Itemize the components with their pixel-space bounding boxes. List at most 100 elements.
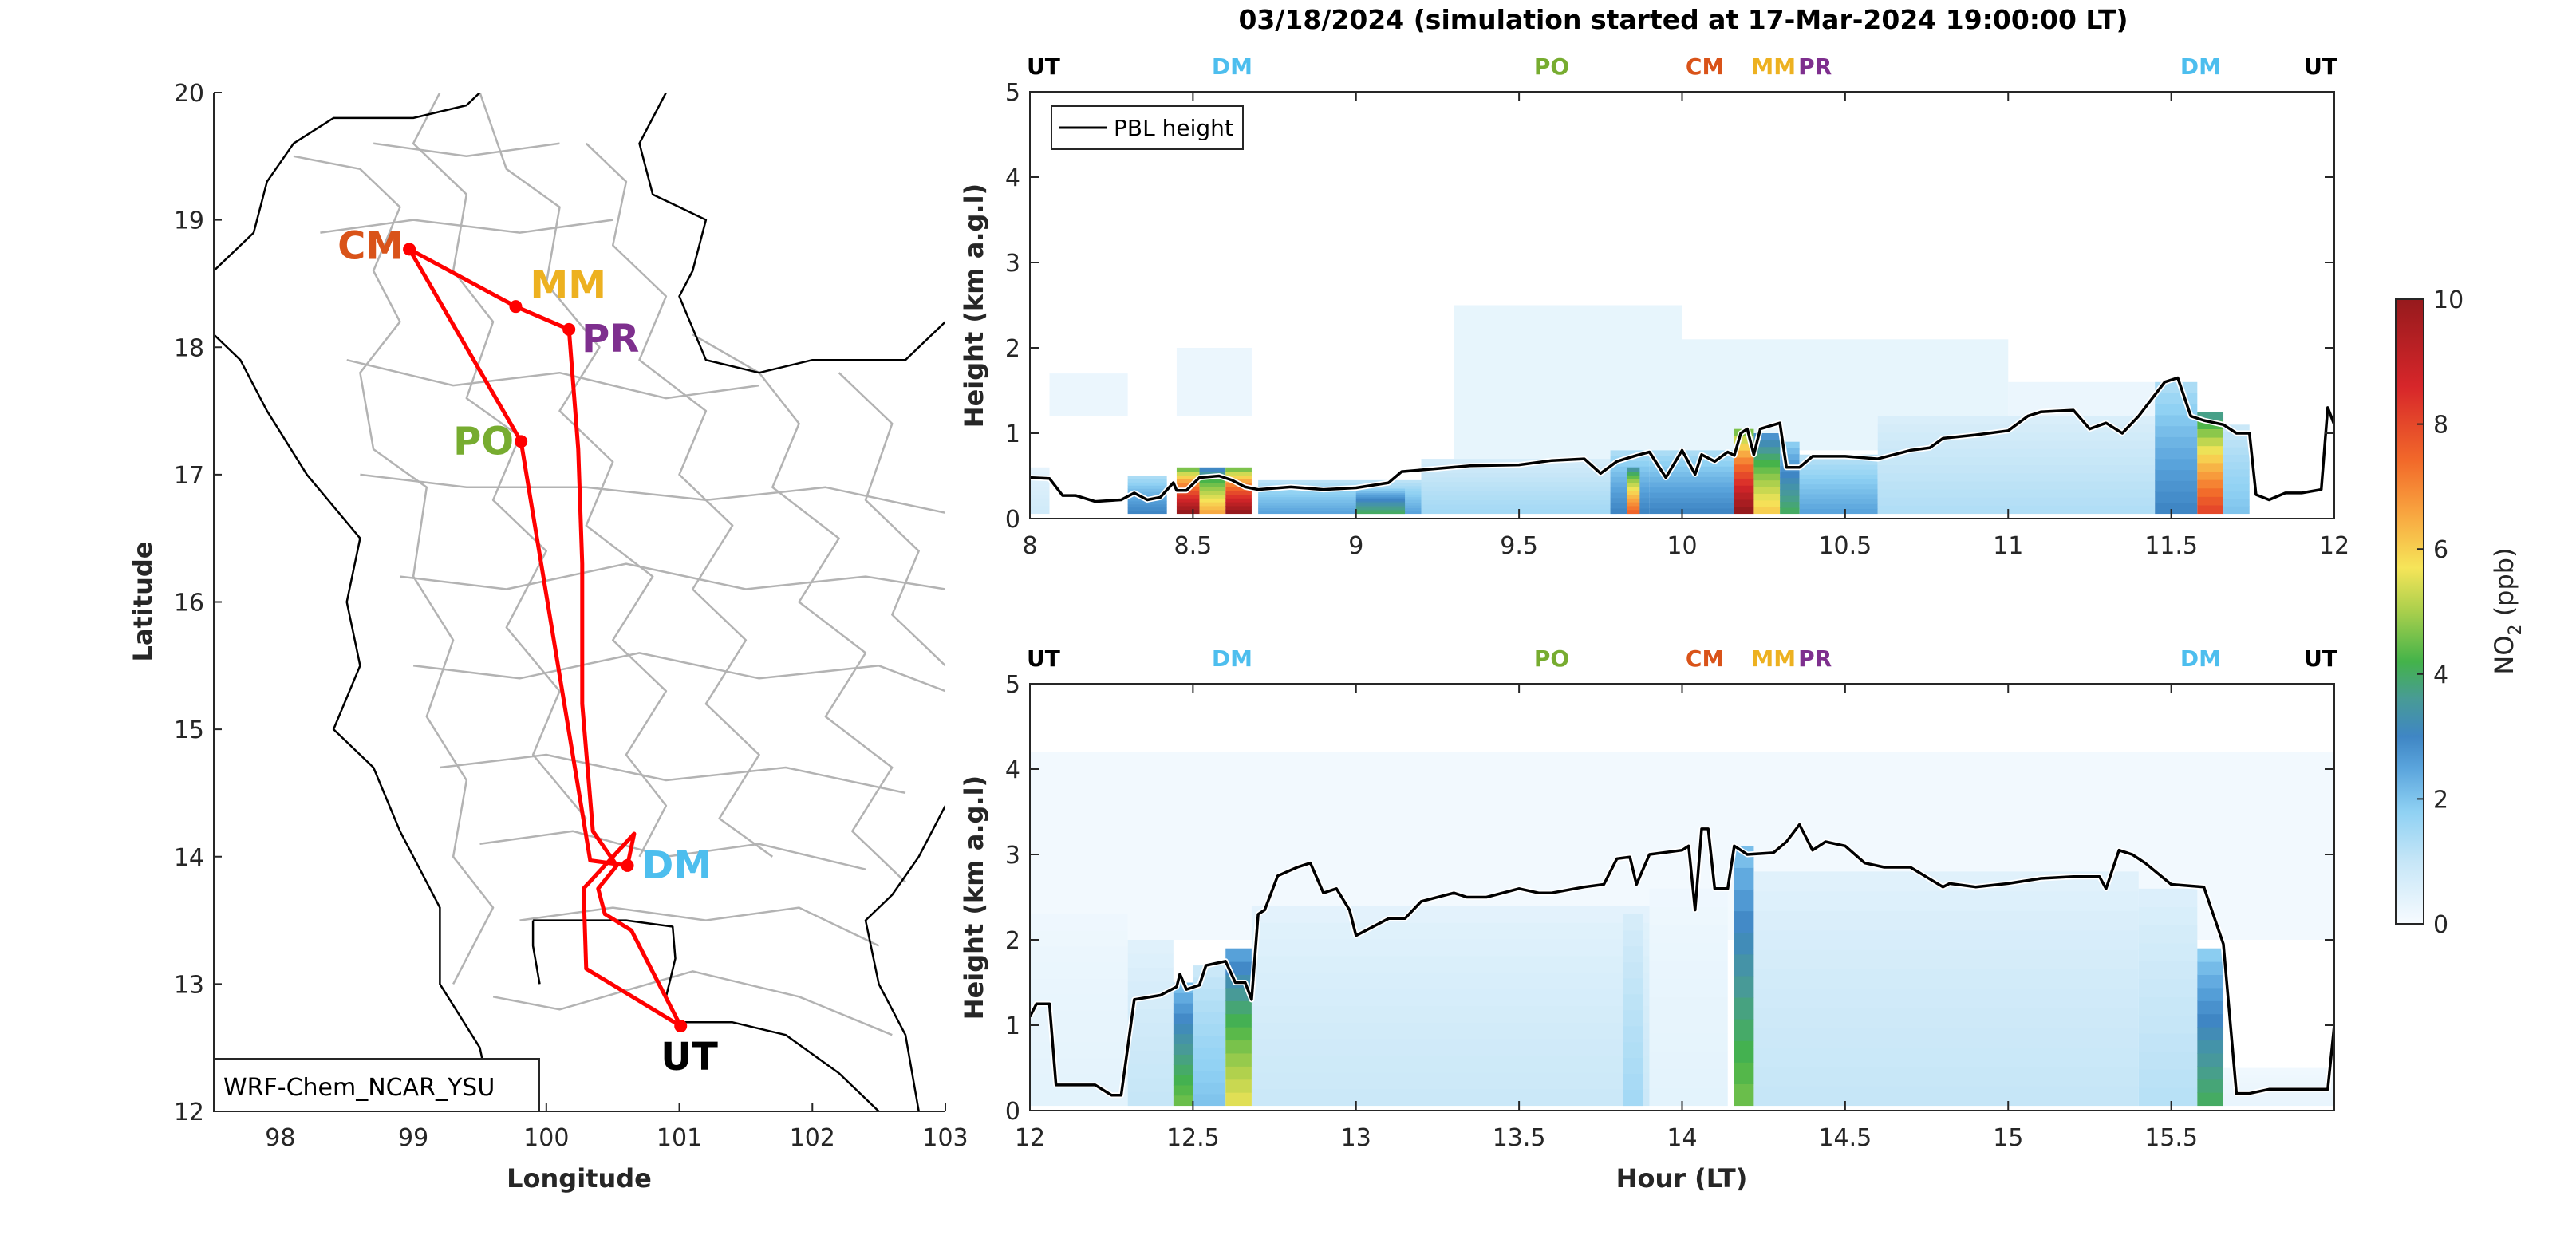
map-y-tick-label: 20 <box>174 80 204 108</box>
no2-cell <box>1176 505 1200 511</box>
province-boundary <box>492 970 893 1036</box>
no2-cell <box>1623 1041 1643 1059</box>
no2-cell <box>1753 1066 2139 1087</box>
no2-cell <box>1734 492 1754 500</box>
no2-cell <box>2155 448 2198 460</box>
no2-cell <box>2223 1095 2334 1100</box>
no2-cell <box>1753 969 2139 989</box>
no2-cell <box>1199 467 1226 472</box>
no2-cell <box>1649 996 1728 1016</box>
no2-cell <box>2155 414 2198 427</box>
no2-cell <box>1799 499 1878 504</box>
no2-cell <box>1225 467 1252 472</box>
no2-cell <box>1127 1091 1174 1107</box>
no2-cell <box>1225 1013 1252 1028</box>
no2-cell <box>1649 888 1728 907</box>
no2-cell <box>1649 1051 1728 1070</box>
no2-cell <box>1030 977 1128 995</box>
flight-route <box>407 247 683 1028</box>
flight-route-line <box>407 247 683 1028</box>
figure-title: 03/18/2024 (simulation started at 17-Mar… <box>1238 4 2128 35</box>
province-boundary <box>692 333 906 883</box>
pbl-line-top <box>1030 375 2334 505</box>
y-tick-label: 3 <box>1005 842 1020 870</box>
no2-cell <box>1753 949 2139 970</box>
no2-cell <box>2197 1092 2224 1107</box>
no2-cell <box>1030 1041 1128 1059</box>
no2-cell <box>2197 1052 2224 1067</box>
no2-cell <box>1173 1054 1193 1065</box>
no2-cell <box>1030 479 1050 483</box>
no2-cell <box>1627 505 1640 511</box>
no2-cell <box>1734 997 1754 1020</box>
no2-cell <box>1127 967 1174 982</box>
no2-cell <box>1173 1013 1193 1024</box>
site-marker-label-dm: DM <box>1212 53 1252 80</box>
no2-cell <box>1734 910 1754 933</box>
no2-cell <box>1355 503 1406 506</box>
no2-cell <box>1030 961 1128 979</box>
site-label-cm: CM <box>337 223 404 268</box>
no2-cell <box>1225 1066 1252 1080</box>
no2-curtain-top <box>1030 305 2250 515</box>
no2-cell <box>1649 507 1734 515</box>
no2-cell <box>1799 479 1878 485</box>
no2-cell <box>1173 1033 1193 1045</box>
no2-cell <box>1193 1012 1226 1024</box>
no2-cell <box>1173 1023 1193 1035</box>
no2-cell <box>1623 977 1643 995</box>
no2-cell <box>1127 488 1167 492</box>
no2-cell <box>1225 1079 1252 1093</box>
no2-cell <box>1258 494 1422 498</box>
no2-cell <box>2197 987 2224 1001</box>
no2-cell <box>1623 945 1643 963</box>
curtain-bottom-site-markers: UT DM PO CM MM PR DM UT <box>1027 645 2337 672</box>
no2-cell <box>2197 496 2224 506</box>
no2-cell <box>1030 490 1050 495</box>
no2-cell <box>1225 948 1252 962</box>
no2-cell <box>2197 1027 2224 1041</box>
no2-cell <box>1258 483 1422 487</box>
no2-cell <box>1030 914 1128 931</box>
site-marker-label-dm: DM <box>2180 645 2221 672</box>
no2-cell <box>1355 509 1406 512</box>
map-x-tick-label: 98 <box>265 1124 295 1152</box>
site-marker-mm <box>509 300 523 314</box>
y-tick-label: 5 <box>1005 671 1020 699</box>
no2-cell <box>2197 471 2224 480</box>
no2-cell <box>2138 1015 2198 1034</box>
no2-cell <box>1030 1089 1128 1107</box>
no2-cell <box>1127 503 1167 508</box>
no2-cell <box>1649 471 1734 477</box>
province-boundary <box>373 142 560 158</box>
no2-cell <box>1877 440 2156 449</box>
no2-cell <box>1799 493 1878 499</box>
no2-cell <box>2138 1069 2198 1088</box>
map-axes-box <box>214 93 945 1111</box>
no2-cell <box>2138 888 2198 907</box>
model-label: WRF-Chem_NCAR_YSU <box>223 1074 495 1102</box>
no2-cell <box>1753 1008 2139 1028</box>
no2-cell <box>2223 1071 2334 1075</box>
site-marker-po <box>515 435 528 448</box>
site-marker-label-ut: UT <box>1027 53 1060 80</box>
no2-cell <box>1355 488 1406 491</box>
no2-cell <box>1877 456 2156 466</box>
no2-cell <box>1225 509 1252 515</box>
country-border <box>864 805 945 1111</box>
no2-cell <box>1127 500 1167 505</box>
y-tick-label: 2 <box>1005 927 1020 955</box>
site-label-mm: MM <box>530 263 606 308</box>
map-x-tick-label: 102 <box>790 1124 835 1152</box>
map-site-labels: CM MM PR PO DM UT <box>337 223 718 1079</box>
x-tick-label: 9 <box>1348 532 1363 560</box>
no2-cell <box>1421 481 1617 487</box>
no2-cell <box>1193 1082 1226 1095</box>
no2-cell <box>1627 475 1640 479</box>
colorbar-label: NO2 (ppb) <box>2489 547 2526 674</box>
colorbar-tick-label: 8 <box>2433 412 2448 440</box>
no2-cell <box>1251 1055 1650 1073</box>
no2-cell <box>1127 1022 1174 1037</box>
province-boundary <box>360 473 945 515</box>
no2-cell <box>2223 1067 2334 1071</box>
